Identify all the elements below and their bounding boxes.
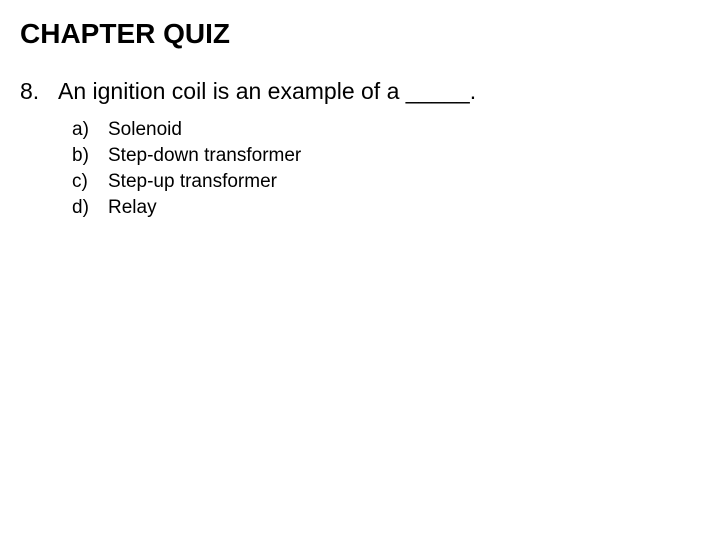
page-title: CHAPTER QUIZ bbox=[20, 18, 700, 50]
option-label: b) bbox=[72, 145, 108, 167]
option-text: Step-up transformer bbox=[108, 171, 700, 193]
option-label: c) bbox=[72, 171, 108, 193]
option-b: b) Step-down transformer bbox=[72, 145, 700, 167]
option-c: c) Step-up transformer bbox=[72, 171, 700, 193]
option-label: d) bbox=[72, 197, 108, 219]
option-text: Solenoid bbox=[108, 119, 700, 141]
question-number: 8. bbox=[20, 78, 58, 105]
option-text: Relay bbox=[108, 197, 700, 219]
option-text: Step-down transformer bbox=[108, 145, 700, 167]
options-list: a) Solenoid b) Step-down transformer c) … bbox=[72, 119, 700, 219]
question-row: 8. An ignition coil is an example of a _… bbox=[20, 78, 700, 105]
option-d: d) Relay bbox=[72, 197, 700, 219]
option-a: a) Solenoid bbox=[72, 119, 700, 141]
option-label: a) bbox=[72, 119, 108, 141]
question-text: An ignition coil is an example of a ____… bbox=[58, 78, 700, 105]
